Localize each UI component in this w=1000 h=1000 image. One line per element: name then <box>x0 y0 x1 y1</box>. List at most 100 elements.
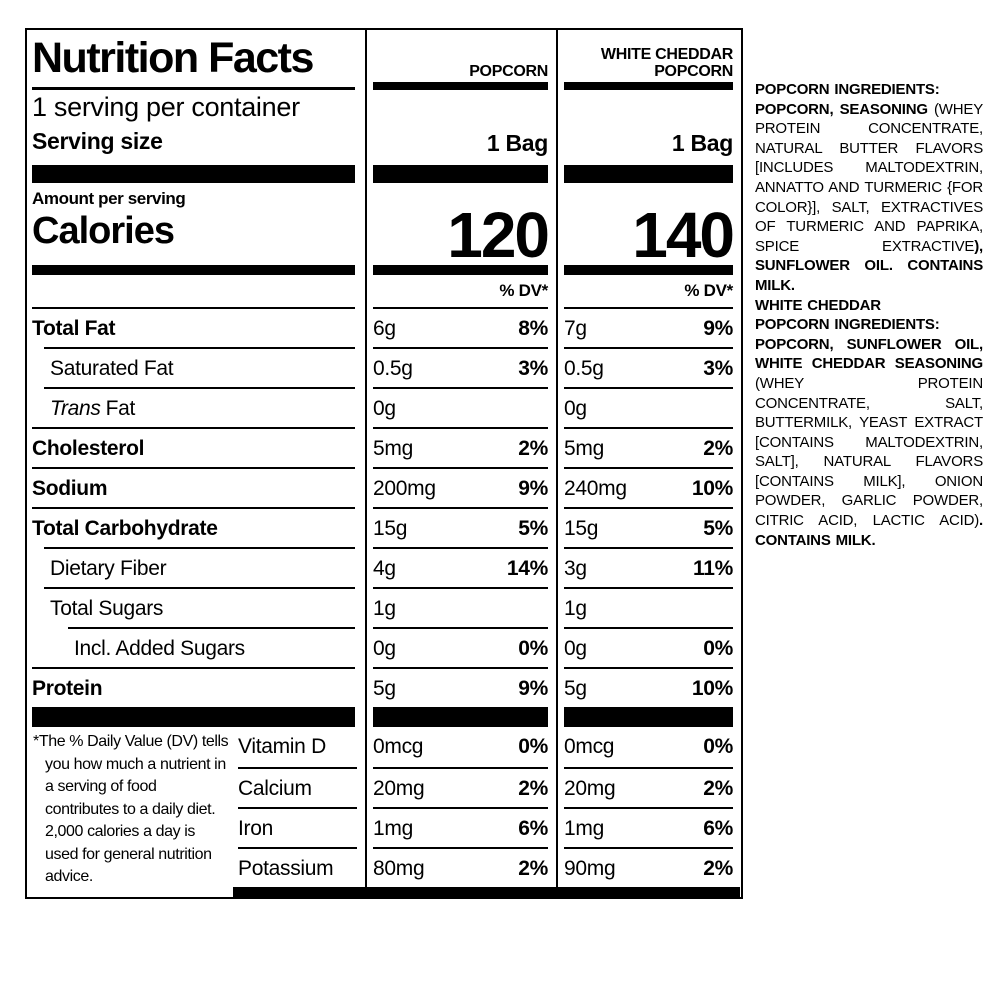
amount: 5g <box>373 677 396 700</box>
vitamin-values-popcorn: 1mg 6% <box>365 807 556 847</box>
amount: 0mcg <box>564 735 615 758</box>
ingredients-text: ), SUNFLOWER OIL. CONTAINS MILK. <box>755 237 983 294</box>
nutrient-row-trans-fat: Trans Fat <box>27 387 365 427</box>
white-cheddar-ingredients-heading: POPCORN INGREDIENTS: <box>755 316 940 334</box>
separator-bar <box>27 265 365 275</box>
nutrient-values-popcorn: 1g <box>365 587 556 627</box>
nutrient-values-white-cheddar: 0.5g 3% <box>556 347 741 387</box>
dv-header-left <box>27 275 365 301</box>
vitamin-values-white-cheddar: 0mcg 0% <box>556 727 741 767</box>
daily-value: 2% <box>703 437 733 460</box>
daily-value: 9% <box>518 677 548 700</box>
nutrient-row-sodium: Sodium <box>27 467 365 507</box>
daily-value: 2% <box>518 437 548 460</box>
separator-bar <box>556 165 741 183</box>
nutrient-values-white-cheddar: 5mg 2% <box>556 427 741 467</box>
nutrient-values-popcorn: 15g 5% <box>365 507 556 547</box>
separator-bar <box>27 707 365 727</box>
serving-size-value-white-cheddar: 1 Bag <box>671 130 733 156</box>
daily-value: 11% <box>693 557 733 580</box>
nutrient-row-added-sugars: Incl. Added Sugars <box>27 627 365 667</box>
nutrient-name: Protein <box>32 677 103 700</box>
ingredients-text: POPCORN, SEASONING <box>755 100 934 118</box>
daily-value: 0% <box>518 637 548 660</box>
daily-value: 9% <box>703 317 733 340</box>
separator-bar <box>556 707 741 727</box>
calories-value-white-cheddar: 140 <box>632 199 735 265</box>
nutrient-values-white-cheddar: 5g 10% <box>556 667 741 707</box>
nutrient-values-popcorn: 0g 0% <box>365 627 556 667</box>
page-title: Nutrition Facts <box>32 32 355 90</box>
vitamin-values-white-cheddar: 20mg 2% <box>556 767 741 807</box>
bottom-separator-bar <box>233 887 740 899</box>
amount: 200mg <box>373 477 436 500</box>
amount: 80mg <box>373 857 425 880</box>
daily-value: 10% <box>691 677 733 700</box>
amount: 1mg <box>373 817 413 840</box>
amount: 0g <box>564 397 587 420</box>
nutrition-facts-panel: Nutrition Facts 1 serving per container … <box>25 28 743 899</box>
amount: 0g <box>373 637 396 660</box>
nutrient-name: Total Sugars <box>50 597 164 620</box>
daily-value: 14% <box>506 557 548 580</box>
amount: 3g <box>564 557 587 580</box>
amount: 1mg <box>564 817 604 840</box>
ingredients-text: . CONTAINS MILK. <box>755 512 983 549</box>
calories-value-popcorn: 120 <box>447 199 550 265</box>
vitamins-section: *The % Daily Value (DV) tells you how mu… <box>27 727 741 901</box>
amount: 1g <box>564 597 587 620</box>
nutrient-values-white-cheddar: 3g 11% <box>556 547 741 587</box>
vitamin-values-white-cheddar: 90mg 2% <box>556 847 741 887</box>
nutrient-values-white-cheddar: 240mg 10% <box>556 467 741 507</box>
vitamin-row-iron: Iron <box>237 807 365 847</box>
nutrient-values-popcorn: 200mg 9% <box>365 467 556 507</box>
vitamin-row-vitamin-d: Vitamin D <box>237 727 365 767</box>
nutrient-values-popcorn: 6g 8% <box>365 307 556 347</box>
amount: 1g <box>373 597 396 620</box>
header-rule <box>564 82 733 90</box>
nutrient-row-dietary-fiber: Dietary Fiber <box>27 547 365 587</box>
nutrient-row-saturated-fat: Saturated Fat <box>27 347 365 387</box>
header-left: Nutrition Facts 1 serving per container … <box>27 30 365 165</box>
nutrient-name: Trans Fat <box>50 397 136 420</box>
amount: 6g <box>373 317 396 340</box>
vitamin-row-calcium: Calcium <box>237 767 365 807</box>
amount: 15g <box>564 517 599 540</box>
calories-left: Amount per serving Calories <box>27 183 365 265</box>
vitamin-values-popcorn: 20mg 2% <box>365 767 556 807</box>
vitamin-name: Calcium <box>238 777 312 800</box>
amount: 0mcg <box>373 735 424 758</box>
dv-header-popcorn: % DV* <box>365 275 556 301</box>
nutrient-values-popcorn: 0g <box>365 387 556 427</box>
column-name-popcorn: POPCORN <box>469 63 548 80</box>
header-column-popcorn: POPCORN 1 Bag <box>365 30 556 165</box>
amount: 0.5g <box>564 357 604 380</box>
nutrient-values-popcorn: 0.5g 3% <box>365 347 556 387</box>
nutrient-name: Sodium <box>32 477 108 500</box>
separator-bar <box>556 265 741 275</box>
daily-value: 8% <box>518 317 548 340</box>
daily-value: 0% <box>518 735 548 758</box>
amount: 90mg <box>564 857 616 880</box>
ingredients-text: (WHEY PROTEIN CONCENTRATE, NATURAL BUTTE… <box>755 100 983 255</box>
ingredients-text: (WHEY PROTEIN CONCENTRATE, SALT, BUTTERM… <box>755 374 983 530</box>
amount: 240mg <box>564 477 627 500</box>
daily-value: 2% <box>703 777 733 800</box>
amount: 20mg <box>373 777 425 800</box>
nutrient-row-total-carbohydrate: Total Carbohydrate <box>27 507 365 547</box>
amount: 20mg <box>564 777 616 800</box>
nutrient-name: Incl. Added Sugars <box>74 637 245 660</box>
nutrient-row-cholesterol: Cholesterol <box>27 427 365 467</box>
vitamin-values-white-cheddar: 1mg 6% <box>556 807 741 847</box>
nutrient-values-white-cheddar: 7g 9% <box>556 307 741 347</box>
nutrient-row-total-fat: Total Fat <box>27 307 365 347</box>
ingredients-text: POPCORN, SUNFLOWER OIL, WHITE CHEDDAR SE… <box>755 335 983 373</box>
amount: 0g <box>373 397 396 420</box>
servings-per-container: 1 serving per container <box>32 92 300 122</box>
nutrient-values-popcorn: 4g 14% <box>365 547 556 587</box>
vitamin-name: Vitamin D <box>238 735 326 758</box>
dv-header-text: % DV* <box>684 281 733 300</box>
amount: 0.5g <box>373 357 413 380</box>
nutrient-name: Cholesterol <box>32 437 145 460</box>
